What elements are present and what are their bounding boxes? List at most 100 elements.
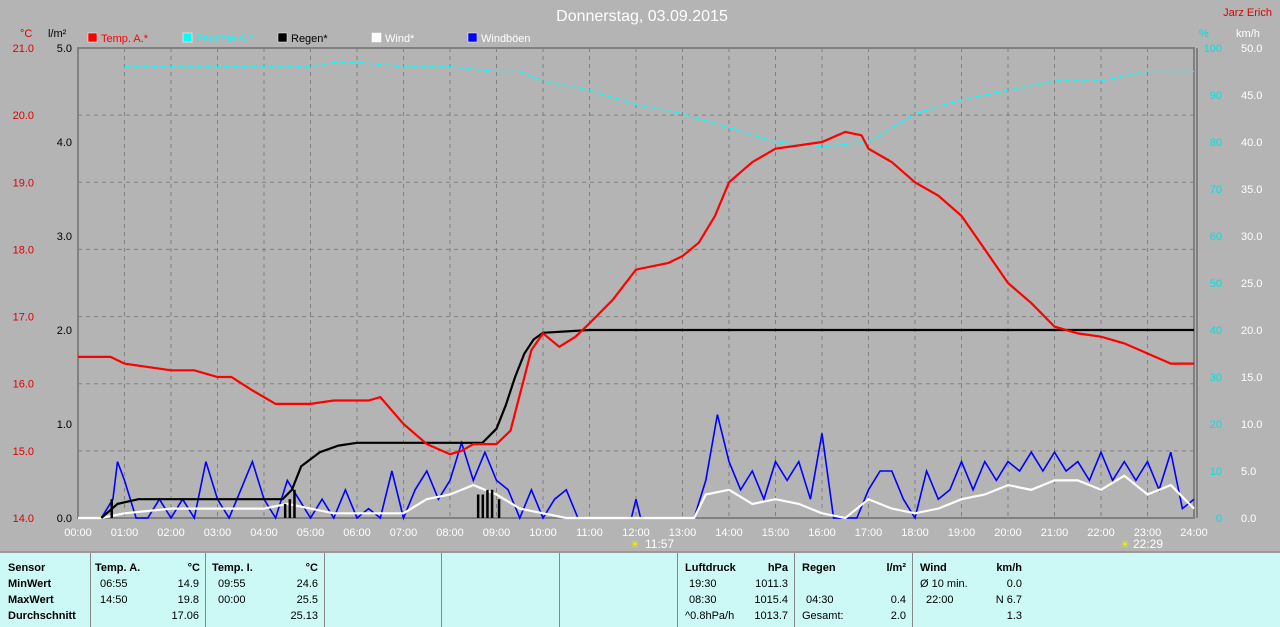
press-unit: hPa <box>767 562 788 574</box>
tempI-min: 24.6 <box>296 578 318 590</box>
legend-swatch <box>182 32 193 43</box>
wind-tick-label: 30.0 <box>1241 231 1262 243</box>
legend-swatch <box>87 32 98 43</box>
series-line-wind <box>78 474 1195 520</box>
rain-bar <box>476 494 480 518</box>
wind-tick-label: 20.0 <box>1241 325 1262 337</box>
rain-column: Regen l/m² 04:30 0.4 Gesamt: 2.0 <box>794 553 913 627</box>
rain-tick-label: 2.0 <box>57 325 72 337</box>
wind-tick-label: 35.0 <box>1241 184 1262 196</box>
press-min-time: 19:30 <box>689 578 717 590</box>
row-label-avg: Durchschnitt <box>8 610 76 622</box>
wind-tick-label: 5.0 <box>1241 466 1256 478</box>
tempA-max-time: 14:50 <box>100 594 128 606</box>
wind-mean: 1.3 <box>1006 610 1022 622</box>
hum-tick-label: 60 <box>1210 231 1222 243</box>
rain-tick-label: 3.0 <box>57 231 72 243</box>
wind-unit: km/h <box>1236 28 1260 40</box>
rain-bar <box>288 499 292 518</box>
rain-bar <box>293 489 296 518</box>
hum-tick-label: 90 <box>1210 90 1222 102</box>
temp-tick-label: 18.0 <box>13 244 34 256</box>
rain-max-time: 04:30 <box>806 594 834 606</box>
rain-tick-label: 4.0 <box>57 137 72 149</box>
wind-column: Wind km/h Ø 10 min. 0.0 22:00 N 6.7 1.3 <box>912 553 1030 627</box>
hum-tick-label: 10 <box>1210 466 1222 478</box>
tempI-avg: 25.13 <box>290 610 318 622</box>
rain-tick-label: 0.0 <box>57 513 72 525</box>
empty-column <box>559 553 678 627</box>
legend-swatch <box>467 32 478 43</box>
x-tick-label: 10:00 <box>529 527 557 539</box>
x-tick-label: 08:00 <box>436 527 464 539</box>
hum-tick-label: 30 <box>1210 372 1222 384</box>
press-avg: 1013.7 <box>754 610 788 622</box>
sunset-time: 22:29 <box>1133 537 1163 551</box>
wind-max-time: 22:00 <box>926 594 954 606</box>
tempA-min: 14.9 <box>177 578 199 590</box>
x-tick-label: 19:00 <box>948 527 976 539</box>
legend-label: Temp. A.* <box>101 33 149 45</box>
press-max-time: 08:30 <box>689 594 717 606</box>
rain-bar <box>486 489 489 518</box>
x-tick-label: 15:00 <box>762 527 790 539</box>
temp-tick-label: 15.0 <box>13 446 34 458</box>
row-label-min: MinWert <box>8 578 52 590</box>
rain-head: Regen <box>802 562 836 574</box>
temp-tick-label: 20.0 <box>13 110 34 122</box>
wind-max: N 6.7 <box>995 594 1022 606</box>
sunrise-time: 11:57 <box>645 537 674 551</box>
tempI-head: Temp. I. <box>212 562 253 574</box>
legend-label: Feuchte A.* <box>196 33 254 45</box>
x-tick-label: 04:00 <box>250 527 278 539</box>
rain-total-label: Gesamt: <box>802 610 844 622</box>
wind-unit-footer: km/h <box>996 562 1022 574</box>
hum-tick-label: 40 <box>1210 325 1222 337</box>
rain-tick-label: 1.0 <box>57 419 72 431</box>
temp-unit: °C <box>20 28 32 40</box>
x-tick-label: 13:00 <box>669 527 697 539</box>
wind-tick-label: 15.0 <box>1241 372 1262 384</box>
rain-unit: l/m² <box>48 28 67 40</box>
hum-tick-label: 80 <box>1210 137 1222 149</box>
series-line-gusts <box>78 414 1195 521</box>
x-tick-label: 24:00 <box>1180 527 1208 539</box>
hum-tick-label: 70 <box>1210 184 1222 196</box>
legend-label: Regen* <box>291 33 328 45</box>
hum-tick-label: 50 <box>1210 278 1222 290</box>
legend-label: Wind* <box>385 33 415 45</box>
press-max: 1015.4 <box>754 594 788 606</box>
x-tick-label: 12:00 <box>622 527 650 539</box>
hum-tick-label: 20 <box>1210 419 1222 431</box>
temp-tick-label: 21.0 <box>13 43 34 55</box>
sunrise-icon: ☀ <box>630 539 640 551</box>
wind-tick-label: 10.0 <box>1241 419 1262 431</box>
chart-title: Donnerstag, 03.09.2015 <box>556 8 728 25</box>
x-tick-label: 18:00 <box>901 527 929 539</box>
rain-bar <box>497 499 501 518</box>
legend-swatch <box>277 32 288 43</box>
wind-tick-label: 50.0 <box>1241 43 1262 55</box>
x-tick-label: 23:00 <box>1134 527 1162 539</box>
x-tick-label: 05:00 <box>297 527 325 539</box>
hum-tick-label: 100 <box>1204 43 1222 55</box>
tempA-head: Temp. A. <box>95 562 141 574</box>
press-head: Luftdruck <box>685 562 736 574</box>
hum-tick-label: 0 <box>1216 513 1222 525</box>
tempI-max: 25.5 <box>296 594 318 606</box>
sensor-head: Sensor <box>8 562 46 574</box>
rain-max: 0.4 <box>890 594 906 606</box>
tempA-unit: °C <box>187 562 200 574</box>
rain-tick-label: 5.0 <box>57 43 72 55</box>
temp-tick-label: 17.0 <box>13 312 34 324</box>
x-tick-label: 01:00 <box>111 527 139 539</box>
tempA-avg: 17.06 <box>171 610 199 622</box>
wind-avg: 0.0 <box>1006 578 1022 590</box>
wind-tick-label: 45.0 <box>1241 90 1262 102</box>
x-tick-label: 11:00 <box>576 527 603 539</box>
sunset-icon: ☀ <box>1120 539 1130 551</box>
tempA-min-time: 06:55 <box>100 578 128 590</box>
legend-label: Windböen <box>481 33 531 45</box>
series-line-rain <box>100 328 1194 519</box>
x-tick-label: 14:00 <box>715 527 743 539</box>
